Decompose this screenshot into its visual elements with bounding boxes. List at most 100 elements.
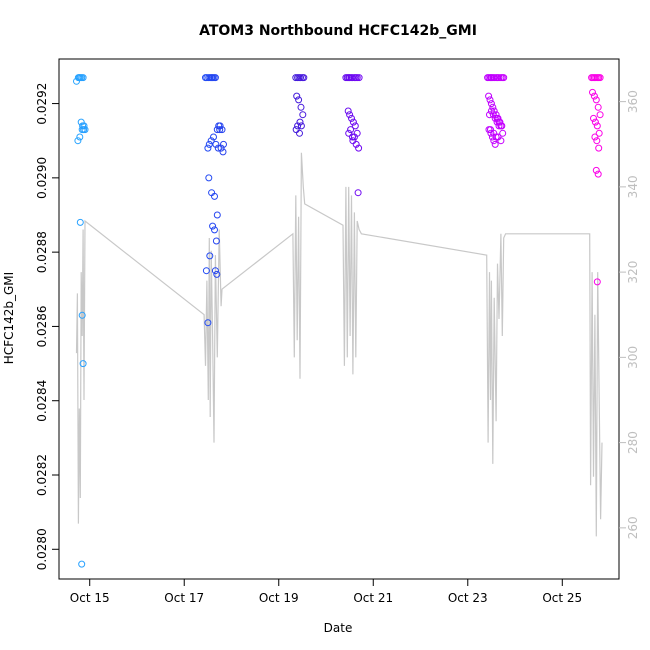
data-point	[497, 122, 505, 130]
data-point	[497, 137, 505, 145]
data-point	[211, 74, 219, 82]
data-point	[212, 237, 220, 245]
data-point	[350, 133, 358, 141]
data-point	[297, 122, 305, 130]
data-point	[355, 144, 363, 152]
data-point	[78, 311, 86, 319]
data-point	[211, 267, 219, 275]
data-point	[213, 270, 221, 278]
y-tick-label: 0.0292	[35, 83, 49, 125]
data-point	[296, 129, 303, 137]
data-point	[349, 118, 357, 126]
line-layer	[75, 152, 603, 537]
data-point	[592, 166, 600, 174]
data-point	[218, 126, 226, 134]
data-point	[219, 148, 227, 156]
data-point	[297, 103, 305, 111]
data-point	[79, 360, 87, 368]
y-tick-label: 0.0284	[35, 380, 49, 422]
right-tick-label: 360	[626, 90, 640, 113]
y-tick-label: 0.0280	[35, 528, 49, 570]
x-tick-label: Oct 17	[164, 591, 204, 605]
data-point	[590, 92, 598, 100]
data-point	[346, 111, 354, 119]
data-point	[345, 129, 353, 137]
y-tick-label: 0.0288	[35, 231, 49, 273]
data-point	[489, 103, 497, 111]
data-point	[204, 319, 212, 327]
data-point	[204, 144, 212, 152]
data-point	[490, 129, 498, 137]
data-point	[591, 118, 599, 126]
data-point	[217, 144, 225, 152]
data-point	[216, 126, 224, 134]
data-point	[493, 114, 501, 122]
data-point	[76, 133, 84, 141]
data-point	[300, 74, 308, 82]
data-point	[296, 118, 304, 126]
data-point	[80, 122, 88, 130]
data-point	[355, 74, 363, 82]
x-tick-label: Oct 21	[353, 591, 393, 605]
data-point	[214, 144, 222, 152]
data-point	[590, 114, 597, 122]
data-point	[220, 140, 227, 148]
y-tick-label: 0.0286	[35, 305, 49, 347]
x-tick-label: Oct 19	[259, 591, 299, 605]
data-point	[490, 74, 498, 82]
data-point	[202, 267, 210, 275]
data-point	[205, 174, 213, 182]
chart-title: ATOM3 Northbound HCFC142b_GMI	[199, 23, 477, 39]
data-point	[299, 111, 307, 119]
data-point	[354, 189, 362, 197]
data-point	[487, 129, 495, 137]
y-tick-label: 0.0282	[35, 454, 49, 496]
data-point	[211, 226, 218, 234]
data-point	[492, 133, 500, 141]
data-point	[491, 114, 499, 122]
data-point	[349, 137, 357, 145]
data-point	[495, 118, 503, 126]
data-point	[81, 126, 89, 134]
data-point	[213, 211, 221, 219]
data-point	[487, 100, 495, 108]
right-tick-label: 280	[626, 431, 640, 454]
y-axis-label: HCFC142b_GMI	[2, 272, 16, 364]
data-point	[295, 96, 303, 104]
point-layer	[73, 74, 604, 568]
data-point	[500, 74, 508, 82]
data-point	[297, 74, 304, 82]
data-point	[492, 111, 500, 119]
data-point	[212, 140, 220, 148]
data-point	[351, 122, 359, 130]
data-point	[78, 560, 86, 568]
data-point	[595, 144, 603, 152]
data-point	[594, 103, 602, 111]
right-tick-label: 260	[626, 516, 640, 539]
data-point	[352, 140, 360, 148]
x-tick-label: Oct 23	[448, 591, 488, 605]
data-point	[216, 122, 224, 130]
data-point	[594, 170, 602, 178]
data-point	[591, 133, 599, 141]
y-tick-label: 0.0290	[35, 157, 49, 199]
data-point	[292, 126, 300, 134]
data-point	[294, 122, 302, 130]
data-point	[74, 137, 82, 145]
x-axis-label: Date	[324, 621, 353, 635]
data-point	[486, 96, 494, 104]
data-point	[592, 96, 600, 104]
data-point	[595, 129, 603, 137]
data-point	[349, 133, 356, 141]
data-point	[209, 222, 217, 230]
data-point	[293, 92, 301, 100]
y-axis: 0.0280 0.0282 0.0284 0.0286 0.0288 0.0290 0.02…	[35, 83, 59, 570]
data-point	[205, 140, 213, 148]
data-point	[487, 107, 495, 115]
data-point	[596, 74, 604, 82]
data-point	[76, 218, 84, 226]
data-point	[79, 74, 87, 82]
x-tick-label: Oct 15	[70, 591, 110, 605]
x-axis: Oct 15 Oct 17 Oct 19 Oct 21 Oct 23 Oct 25	[70, 578, 582, 605]
